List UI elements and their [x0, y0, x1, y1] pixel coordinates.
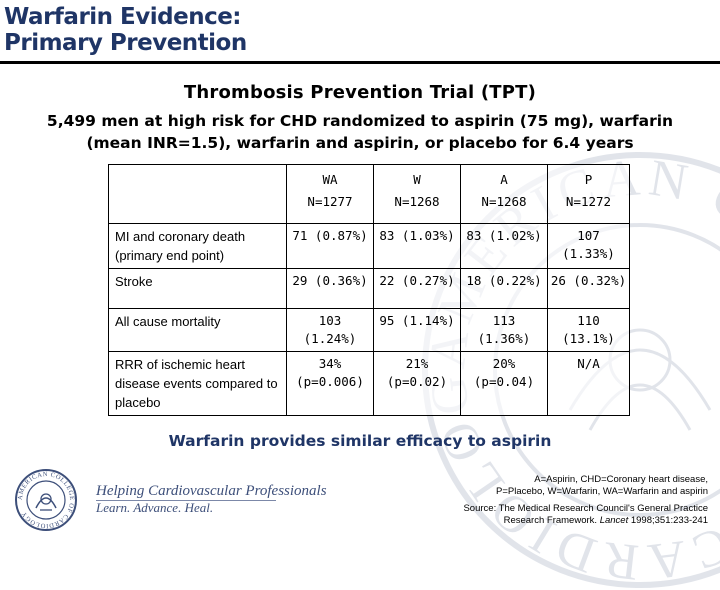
- table-cell: 22 (0.27%): [373, 268, 461, 309]
- table-cell: 18 (0.22%): [460, 268, 548, 309]
- header-p-n: N=1272: [565, 194, 612, 209]
- table-cell: 95 (1.14%): [373, 308, 461, 352]
- table-row: MI and coronary death (primary end point…: [108, 223, 630, 269]
- logo-divider: [96, 500, 276, 501]
- citation-ref: 1998;351:233-241: [630, 515, 708, 526]
- header-p: P N=1272: [547, 164, 630, 224]
- table-cell: 20% (p=0.04): [460, 351, 548, 416]
- abbreviations-footnote: A=Aspirin, CHD=Coronary heart disease, P…: [496, 474, 708, 498]
- slide-title: Warfarin Evidence: Primary Prevention: [4, 4, 247, 56]
- table-cell: 83 (1.03%): [373, 223, 461, 269]
- header-a: A N=1268: [460, 164, 548, 224]
- trial-name: Thrombosis Prevention Trial (TPT): [183, 82, 537, 103]
- abbrev-line-2: P=Placebo, W=Warfarin, WA=Warfarin and a…: [496, 486, 708, 497]
- table-cell: 26 (0.32%): [547, 268, 630, 309]
- table-cell: 107 (1.33%): [547, 223, 630, 269]
- row-label: All cause mortality: [108, 308, 287, 352]
- table-row: RRR of ischemic heart disease events com…: [108, 351, 630, 416]
- table-cell: 113 (1.36%): [460, 308, 548, 352]
- logo-line-1: Helping Cardiovascular Professionals: [96, 483, 327, 499]
- header-p-name: P: [584, 172, 593, 187]
- table-cell: 29 (0.36%): [286, 268, 374, 309]
- row-label: MI and coronary death (primary end point…: [108, 223, 287, 269]
- source-line-1: Source: The Medical Research Council's G…: [463, 503, 708, 514]
- table-row: Stroke 29 (0.36%) 22 (0.27%) 18 (0.22%) …: [108, 268, 630, 309]
- table-cell: 110 (13.1%): [547, 308, 630, 352]
- row-label: RRR of ischemic heart disease events com…: [108, 351, 287, 416]
- table-cell: 21% (p=0.02): [373, 351, 461, 416]
- title-line-2: Primary Prevention: [4, 30, 247, 56]
- table-row: All cause mortality 103 (1.24%) 95 (1.14…: [108, 308, 630, 352]
- source-citation: Source: The Medical Research Council's G…: [463, 503, 708, 527]
- trial-description: 5,499 men at high risk for CHD randomize…: [46, 112, 674, 152]
- source-line-2: Research Framework. Lancet 1998;351:233-…: [463, 515, 708, 527]
- table-cell: 103 (1.24%): [286, 308, 374, 352]
- logo-line-2: Learn. Advance. Heal.: [96, 500, 214, 515]
- row-label: Stroke: [108, 268, 287, 309]
- header-wa: WA N=1277: [286, 164, 374, 224]
- header-empty-cell: [108, 164, 287, 224]
- header-w-name: W: [413, 172, 421, 187]
- header-a-name: A: [500, 172, 508, 187]
- results-table: WA N=1277 W N=1268 A N=1268 P N=1272 MI …: [108, 164, 630, 416]
- table-cell: 83 (1.02%): [460, 223, 548, 269]
- journal-name: Lancet: [599, 515, 629, 526]
- logo-tagline: Helping Cardiovascular Professionals Lea…: [96, 483, 327, 516]
- conclusion-text: Warfarin provides similar efficacy to as…: [168, 432, 552, 450]
- title-divider: [0, 61, 720, 64]
- title-line-1: Warfarin Evidence:: [4, 4, 242, 30]
- header-w: W N=1268: [373, 164, 461, 224]
- table-cell: 71 (0.87%): [286, 223, 374, 269]
- header-a-n: N=1268: [481, 194, 527, 209]
- header-wa-name: WA: [322, 172, 338, 187]
- table-cell: 34% (p=0.006): [286, 351, 374, 416]
- acc-seal-logo: AMERICAN COLLEGE OF CARDIOLOGY: [15, 469, 77, 531]
- table-cell: N/A: [547, 351, 630, 416]
- table-header-row: WA N=1277 W N=1268 A N=1268 P N=1272: [108, 164, 630, 224]
- source-prefix: Research Framework.: [503, 515, 598, 526]
- abbrev-line-1: A=Aspirin, CHD=Coronary heart disease,: [534, 474, 708, 485]
- header-w-n: N=1268: [394, 194, 440, 209]
- header-wa-n: N=1277: [307, 194, 353, 209]
